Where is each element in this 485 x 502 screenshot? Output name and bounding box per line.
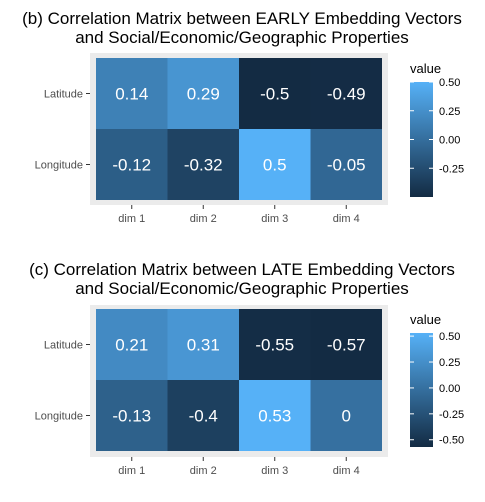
legend-tick-label: 0.50 <box>439 77 460 89</box>
legend-tick-label: 0.25 <box>439 106 460 118</box>
cell-value-label: -0.12 <box>112 156 151 175</box>
legend-tick-label: 0.50 <box>439 331 460 343</box>
cell-value-label: 0.53 <box>258 407 291 426</box>
y-tick-label: Longitude <box>35 160 83 172</box>
chart-title: (c) Correlation Matrix between LATE Embe… <box>29 260 455 298</box>
chart-title-line: and Social/Economic/Geographic Propertie… <box>75 28 409 47</box>
cell-value-label: 0.31 <box>187 336 220 355</box>
cell-value-label: -0.5 <box>260 85 289 104</box>
y-tick-label: Latitude <box>44 89 83 101</box>
cell-value-label: -0.49 <box>327 85 366 104</box>
cell-value-label: 0.5 <box>263 156 287 175</box>
cell-value-label: -0.4 <box>189 407 218 426</box>
chart-title: (b) Correlation Matrix between EARLY Emb… <box>22 9 462 47</box>
chart-title-line: and Social/Economic/Geographic Propertie… <box>75 279 409 298</box>
cell-value-label: 0.14 <box>115 85 148 104</box>
legend-tick-label: 0.00 <box>439 135 460 147</box>
legend-tick-label: -0.50 <box>439 435 464 447</box>
x-tick-label: dim 2 <box>190 465 217 477</box>
x-tick-label: dim 4 <box>333 213 360 225</box>
cell-value-label: -0.55 <box>255 336 294 355</box>
chart-title-line: (c) Correlation Matrix between LATE Embe… <box>29 260 455 279</box>
legend-tick-label: -0.25 <box>439 409 464 421</box>
cell-value-label: -0.32 <box>184 156 223 175</box>
x-tick-label: dim 3 <box>261 465 288 477</box>
legend-tick-label: -0.25 <box>439 163 464 175</box>
legend-tick-label: 0.25 <box>439 357 460 369</box>
cell-value-label: 0.21 <box>115 336 148 355</box>
heatmap-panel-1: (b) Correlation Matrix between EARLY Emb… <box>22 9 464 225</box>
cell-value-label: 0 <box>342 407 351 426</box>
y-tick-label: Latitude <box>44 340 83 352</box>
heatmap-panel-2: (c) Correlation Matrix between LATE Embe… <box>29 260 464 477</box>
chart-title-line: (b) Correlation Matrix between EARLY Emb… <box>22 9 462 28</box>
x-tick-label: dim 3 <box>261 213 288 225</box>
legend-tick-label: 0.00 <box>439 383 460 395</box>
legend-colorbar <box>410 333 433 447</box>
cell-value-label: -0.57 <box>327 336 366 355</box>
x-tick-label: dim 2 <box>190 213 217 225</box>
x-tick-label: dim 1 <box>118 465 145 477</box>
cell-value-label: 0.29 <box>187 85 220 104</box>
cell-value-label: -0.05 <box>327 156 366 175</box>
cell-value-label: -0.13 <box>112 407 151 426</box>
x-tick-label: dim 1 <box>118 213 145 225</box>
x-tick-label: dim 4 <box>333 465 360 477</box>
legend-title: value <box>410 312 441 327</box>
legend-title: value <box>410 61 441 76</box>
y-tick-label: Longitude <box>35 411 83 423</box>
